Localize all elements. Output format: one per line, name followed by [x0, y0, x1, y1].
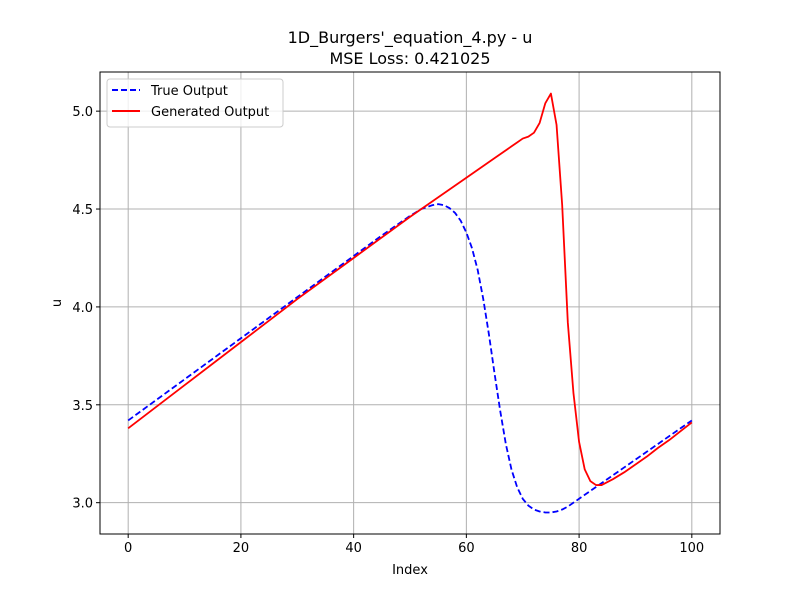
x-axis-label: Index — [392, 563, 428, 578]
chart-subtitle: MSE Loss: 0.421025 — [329, 49, 490, 68]
y-tick-label: 4.0 — [72, 301, 93, 316]
chart-title: 1D_Burgers'_equation_4.py - u — [288, 28, 533, 48]
series-line-generated-output — [127, 92, 693, 486]
tick-layer: 0 20 40 60 80 100 3.0 3.5 4.0 4.5 5.0 — [72, 105, 704, 556]
y-tick-label: 5.0 — [72, 105, 93, 120]
legend-label-true-output: True Output — [150, 84, 228, 99]
x-tick-label: 0 — [124, 541, 132, 556]
plot-frame — [99, 71, 721, 535]
y-tick-label: 3.5 — [72, 399, 93, 414]
y-tick-label: 4.5 — [72, 203, 93, 218]
x-tick-label: 20 — [233, 541, 250, 556]
legend-box — [106, 78, 284, 128]
grid-layer — [100, 72, 720, 534]
x-tick-label: 100 — [679, 541, 704, 556]
legend: True Output Generated Output — [106, 78, 284, 128]
series-layer — [127, 92, 693, 514]
y-tick-label: 3.0 — [72, 497, 93, 512]
y-axis-label: u — [50, 299, 65, 307]
x-tick-label: 60 — [458, 541, 475, 556]
x-tick-label: 80 — [571, 541, 588, 556]
legend-label-generated-output: Generated Output — [151, 105, 269, 120]
x-tick-label: 40 — [345, 541, 362, 556]
